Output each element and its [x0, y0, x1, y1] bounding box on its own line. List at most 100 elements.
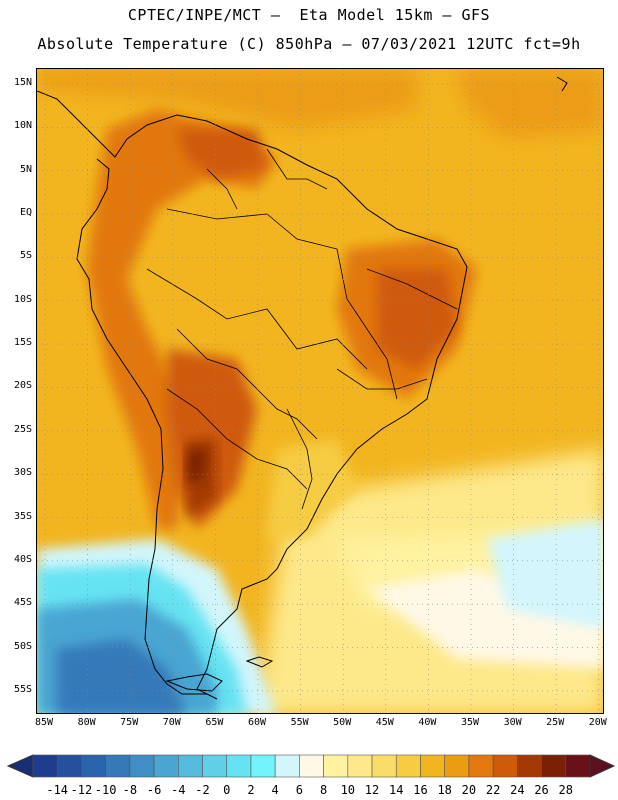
colorbar-label: 4 [271, 783, 279, 797]
lat-label: 35S [13, 510, 32, 522]
uruguay-mild-region [267, 439, 357, 539]
patagonia-cold-region [57, 639, 187, 713]
lon-label: 20W [588, 717, 607, 728]
colorbar-swatch [395, 754, 421, 778]
colorbar-label: 2 [247, 783, 255, 797]
colorbar-label: 28 [558, 783, 573, 797]
colorbar-swatch [129, 754, 155, 778]
colorbar-label: 8 [319, 783, 328, 797]
chaco-hottest-region [187, 449, 207, 484]
lat-label: 25S [13, 423, 32, 435]
map-canvas [37, 69, 603, 713]
colorbar-label: 12 [364, 783, 380, 797]
south-atlantic-cyan-region [487, 519, 603, 629]
colorbar-label: -12 [70, 783, 93, 797]
lon-label: 45W [375, 717, 394, 728]
lon-label: 65W [205, 717, 224, 728]
lon-label: 30W [503, 717, 522, 728]
temperature-map [36, 68, 604, 714]
colorbar-swatch [81, 754, 106, 778]
lat-label: 45S [13, 597, 32, 609]
colorbar-swatch [153, 754, 179, 778]
title-line-2: Absolute Temperature (C) 850hPa – 07/03/… [37, 35, 581, 53]
tierra-del-fuego-coast [165, 673, 223, 692]
colorbar-label: 16 [413, 783, 428, 797]
border-brazil-argentina [286, 408, 313, 510]
colorbar-label: -14 [46, 783, 69, 797]
andes-hot-region [87, 109, 277, 529]
colorbar-max-arrow [589, 754, 616, 778]
lon-label: 85W [34, 717, 54, 728]
colorbar-swatch [250, 754, 276, 778]
colorbar-label: 6 [295, 783, 303, 797]
venezuela-hot-region [177, 129, 267, 179]
colorbar-label: 24 [510, 783, 525, 797]
south-america-coastline [37, 90, 468, 700]
lon-label: 60W [247, 717, 267, 728]
colorbar-label: 22 [485, 783, 501, 797]
falklands-coast [245, 656, 274, 668]
colorbar-swatch [299, 754, 324, 778]
colorbar-swatch [202, 754, 228, 778]
colorbar-swatch [178, 754, 203, 778]
colorbar-swatch [371, 754, 397, 778]
lon-label: 40W [418, 717, 437, 728]
colorbar-swatch [541, 754, 567, 778]
lat-label: 15S [13, 337, 32, 349]
lat-label: 15N [13, 77, 32, 88]
border-brazil-states-1 [336, 248, 398, 400]
title-line-1: CPTEC/INPE/MCT – Eta Model 15km – GFS [127, 6, 491, 24]
lon-label: 25W [546, 717, 565, 728]
colorbar-label: 10 [340, 783, 356, 797]
colorbar-label: -6 [146, 783, 162, 797]
border-bolivia-paraguay [176, 328, 318, 440]
colorbar-label: 20 [461, 783, 477, 797]
colorbar-swatch [274, 754, 300, 778]
lat-label: 5N [19, 163, 32, 175]
colorbar-swatch [468, 754, 494, 778]
border-argentina-north [166, 388, 308, 490]
colorbar-swatch [492, 754, 518, 778]
colorbar-swatch [226, 754, 252, 778]
colorbar-swatch [444, 754, 470, 778]
colorbar-label: 26 [534, 783, 549, 797]
colorbar-label: -10 [94, 783, 117, 797]
caribbean-island-coast [556, 76, 568, 92]
lon-label: 35W [460, 717, 480, 728]
colorbar-label: 0 [223, 783, 231, 797]
border-brazil-peru-bolivia [146, 268, 368, 370]
lat-label: 40S [13, 553, 32, 565]
colorbar-label: -8 [122, 783, 138, 797]
lat-label: 30S [13, 467, 32, 479]
colorbar-swatch [565, 754, 591, 778]
northeast-warm-region [457, 69, 603, 139]
lon-label: 75W [120, 717, 139, 728]
lat-label: 50S [13, 640, 32, 652]
colorbar [0, 752, 618, 780]
coastlines [37, 76, 568, 700]
south-atlantic-palest-region [367, 569, 603, 669]
lat-label: 20S [13, 380, 32, 392]
colorbar-label: 18 [437, 783, 452, 797]
lat-label: 55S [13, 683, 32, 695]
lat-label: EQ [19, 207, 32, 219]
lat-label: 5S [19, 250, 32, 262]
lon-label: 50W [333, 717, 352, 728]
lon-label: 80W [77, 717, 96, 728]
colorbar-label: -4 [171, 783, 186, 797]
border-brazil-states-3 [336, 368, 428, 390]
colorbar-swatch [347, 754, 373, 778]
lon-label: 55W [290, 717, 309, 728]
border-venezuela-colombia [206, 168, 238, 210]
colorbar-svg [6, 754, 616, 778]
lat-label: 10N [13, 120, 32, 132]
colorbar-swatch [56, 754, 82, 778]
colorbar-min-arrow [6, 754, 34, 778]
colorbar-label: 14 [389, 783, 404, 797]
border-guianas [266, 148, 328, 190]
colorbar-swatch [420, 754, 445, 778]
lon-label: 70W [162, 717, 181, 728]
colorbar-swatch [105, 754, 131, 778]
colorbar-swatch [32, 754, 58, 778]
colorbar-swatch [517, 754, 542, 778]
